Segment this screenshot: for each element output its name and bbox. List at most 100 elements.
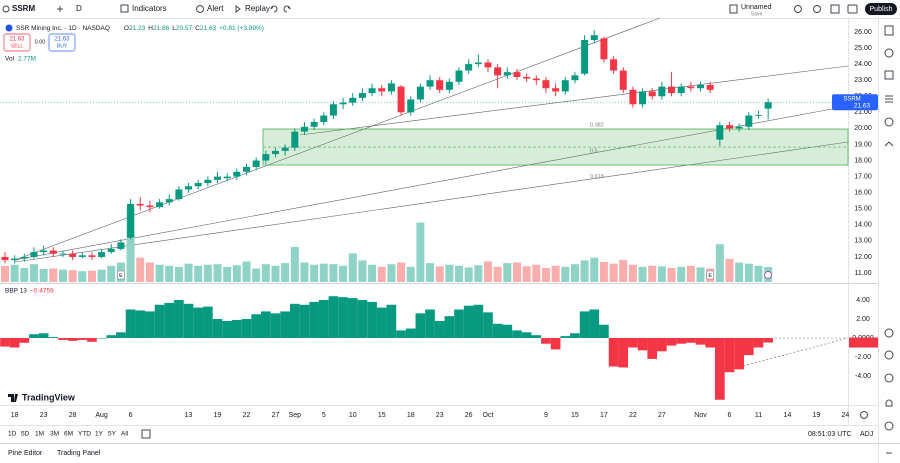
bbp-bar bbox=[77, 338, 88, 340]
bbp-bar bbox=[628, 338, 638, 348]
candle-body bbox=[658, 86, 666, 97]
replay-button[interactable]: Replay bbox=[245, 4, 270, 13]
undo-icon[interactable] bbox=[270, 5, 278, 13]
volume-bar bbox=[455, 265, 464, 282]
help-icon[interactable] bbox=[884, 373, 894, 383]
range-button[interactable]: 5D bbox=[21, 431, 30, 438]
notifications-icon[interactable] bbox=[885, 399, 893, 407]
bbp-tick-label: 2.00 bbox=[856, 316, 870, 323]
publish-button-bg[interactable] bbox=[865, 3, 897, 15]
x-tick-label: 15 bbox=[571, 412, 579, 419]
volume-bar bbox=[10, 264, 19, 282]
adjustment-toggle[interactable]: ADJ bbox=[860, 431, 873, 438]
bbp-bar bbox=[531, 335, 542, 339]
bbp-bar bbox=[338, 297, 348, 339]
candle-body bbox=[735, 126, 743, 129]
volume-bar bbox=[590, 257, 599, 282]
buy-label[interactable]: BUY bbox=[57, 43, 68, 49]
chat-icon[interactable] bbox=[884, 350, 894, 360]
buy-price[interactable]: 21.63 bbox=[54, 37, 70, 43]
alerts-icon[interactable] bbox=[884, 48, 894, 58]
watchlist-icon[interactable] bbox=[884, 25, 894, 36]
volume-bar bbox=[445, 264, 454, 282]
bbp-bar bbox=[96, 338, 107, 339]
buy-button-bg[interactable] bbox=[48, 33, 76, 52]
candle-body bbox=[687, 86, 695, 89]
snapshot-icon[interactable] bbox=[847, 4, 858, 14]
x-tick-label: 19 bbox=[214, 412, 222, 419]
volume-bar bbox=[522, 266, 531, 282]
range-button[interactable]: 1M bbox=[35, 431, 44, 438]
sell-label[interactable]: SELL bbox=[11, 43, 23, 49]
volume-bar bbox=[339, 265, 348, 282]
indicators-button[interactable]: Indicators bbox=[132, 4, 167, 13]
y-tick-label: 13.00 bbox=[854, 238, 872, 245]
bbp-bar bbox=[116, 332, 126, 339]
volume-bar bbox=[744, 263, 753, 282]
candle-body bbox=[590, 35, 598, 41]
time-axis-settings[interactable] bbox=[860, 411, 868, 419]
volume-bar bbox=[512, 262, 521, 282]
footer-tab[interactable]: Pine Editor bbox=[8, 450, 43, 457]
target-icon[interactable] bbox=[884, 328, 894, 338]
bbp-bar bbox=[376, 307, 387, 339]
bbp-bar bbox=[589, 309, 600, 339]
range-button[interactable]: 5Y bbox=[108, 431, 117, 438]
layout-name[interactable]: Unnamed bbox=[741, 4, 771, 11]
candle-body bbox=[146, 205, 154, 208]
candle-body bbox=[78, 255, 86, 257]
candle-body bbox=[716, 125, 724, 140]
bbp-bar bbox=[164, 302, 175, 339]
data-window-icon[interactable] bbox=[884, 70, 894, 80]
bbp-bar bbox=[232, 319, 242, 339]
redo-icon[interactable] bbox=[283, 5, 291, 13]
fullscreen-icon[interactable] bbox=[830, 4, 840, 14]
earnings-marker-bg bbox=[706, 270, 714, 280]
candle-body bbox=[697, 85, 705, 89]
goto-date-icon[interactable] bbox=[141, 429, 151, 439]
candle-body bbox=[706, 85, 714, 90]
compare-icon[interactable] bbox=[57, 6, 63, 12]
news-icon[interactable] bbox=[885, 95, 893, 103]
range-button[interactable]: 1Y bbox=[95, 431, 104, 438]
bbp-bar bbox=[473, 304, 484, 339]
symbol-button[interactable]: SSRM bbox=[12, 4, 35, 13]
interval-button[interactable]: D bbox=[76, 4, 82, 13]
indicators-icon[interactable] bbox=[120, 4, 129, 13]
x-tick-label: 6 bbox=[728, 412, 732, 419]
volume-bar bbox=[242, 261, 251, 282]
alert-button[interactable]: Alert bbox=[207, 4, 224, 13]
range-button[interactable]: YTD bbox=[78, 431, 91, 438]
quick-search-icon[interactable] bbox=[794, 5, 802, 13]
volume-bar bbox=[435, 266, 444, 282]
candle-body bbox=[581, 40, 589, 74]
bbp-bar bbox=[695, 338, 706, 345]
bbp-bar bbox=[251, 314, 261, 339]
publish-button[interactable]: Publish bbox=[870, 6, 893, 13]
more-icon[interactable] bbox=[884, 421, 894, 431]
ideas-icon[interactable] bbox=[884, 141, 894, 147]
range-button[interactable]: 1D bbox=[8, 431, 17, 438]
search-icon[interactable] bbox=[2, 5, 10, 13]
replay-icon[interactable] bbox=[235, 5, 241, 13]
calendar-icon[interactable] bbox=[884, 117, 894, 127]
footer-tab[interactable]: Trading Panel bbox=[57, 450, 101, 457]
settings-icon[interactable] bbox=[813, 5, 821, 13]
bbp-tick-label: -2.00 bbox=[855, 354, 871, 361]
bbp-bar bbox=[87, 338, 97, 342]
volume-bar bbox=[416, 222, 425, 282]
layout-icon[interactable] bbox=[729, 4, 738, 14]
trend-line bbox=[14, 105, 849, 261]
volume-bar bbox=[194, 265, 203, 282]
candle-body bbox=[49, 250, 57, 254]
sell-price[interactable]: 21.63 bbox=[9, 37, 25, 43]
candle-body bbox=[11, 258, 19, 261]
candle-body bbox=[726, 125, 733, 129]
bbp-bar bbox=[328, 296, 339, 339]
range-button[interactable]: 3M bbox=[50, 431, 59, 438]
candle-body bbox=[610, 59, 618, 71]
sell-button-bg[interactable] bbox=[3, 33, 31, 52]
range-button[interactable]: 6M bbox=[64, 431, 73, 438]
alert-icon[interactable] bbox=[196, 5, 204, 13]
range-button[interactable]: All bbox=[121, 431, 129, 438]
